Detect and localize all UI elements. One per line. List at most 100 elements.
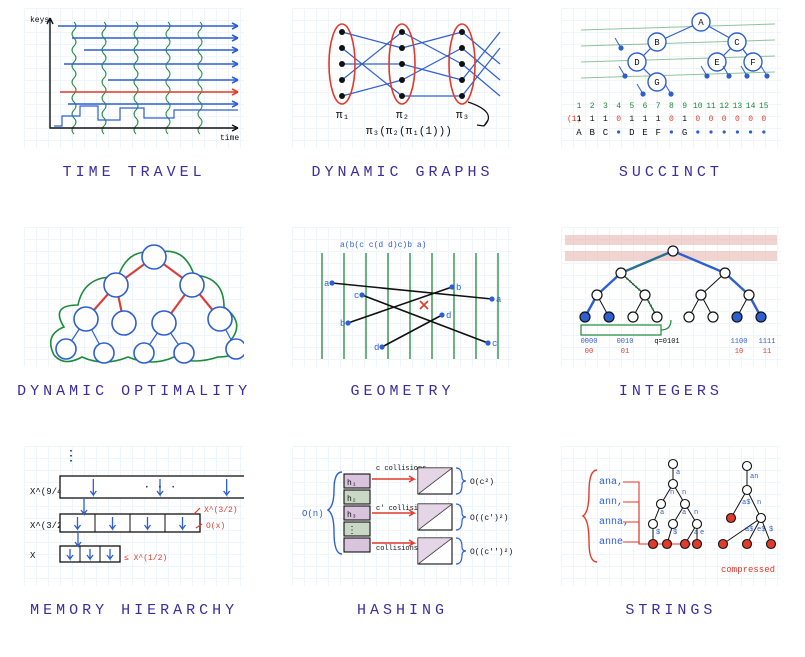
svg-text:0: 0 bbox=[616, 115, 621, 124]
svg-text:1111: 1111 bbox=[758, 338, 775, 346]
svg-text:ana,: ana, bbox=[599, 477, 623, 488]
svg-text:2: 2 bbox=[590, 102, 595, 111]
svg-text:h₂: h₂ bbox=[347, 495, 357, 504]
svg-text:13: 13 bbox=[732, 102, 742, 111]
topic-hashing[interactable]: O(n) h₁h₂h₃⋮ c collisionsc' collisionsco… bbox=[268, 438, 536, 657]
sketch-dynamic-graphs: π₁π₂π₃ π₃(π₂(π₁(1))) bbox=[292, 8, 512, 148]
svg-text:1: 1 bbox=[642, 115, 647, 124]
svg-text:n: n bbox=[682, 489, 686, 497]
svg-text:9: 9 bbox=[682, 102, 687, 111]
svg-text:O((c'')²): O((c'')²) bbox=[470, 548, 512, 557]
svg-text:$: $ bbox=[673, 529, 677, 537]
svg-text:· · ·: · · · bbox=[144, 482, 177, 494]
topic-label: SUCCINCT bbox=[619, 164, 723, 181]
svg-text:0010: 0010 bbox=[616, 338, 633, 346]
svg-text:1: 1 bbox=[682, 115, 687, 124]
svg-text:14: 14 bbox=[746, 102, 756, 111]
sketch-memory-hierarchy: ⋮ X^(9/4)· · ·X^(3/2)XX^(3/2)O(x)≤ X^(1/… bbox=[24, 446, 244, 586]
svg-text:B: B bbox=[654, 38, 660, 48]
sketch-hashing: O(n) h₁h₂h₃⋮ c collisionsc' collisionsco… bbox=[292, 446, 512, 586]
topic-geometry[interactable]: a(b(c c(d d)c)b a) aabbccdd GEOMETRY bbox=[268, 219, 536, 438]
svg-text:e: e bbox=[700, 529, 704, 537]
svg-text:1: 1 bbox=[603, 115, 608, 124]
svg-text:0: 0 bbox=[735, 115, 740, 124]
sketch-integers: 000000001001q=0101110010111111 bbox=[561, 227, 781, 367]
topic-grid: keys time TIME TRAVEL π₁π₂π₃ π₃(π₂(π₁(1)… bbox=[0, 0, 805, 657]
svg-text:h₃: h₃ bbox=[347, 511, 357, 520]
svg-text:10: 10 bbox=[693, 102, 703, 111]
topic-label: DYNAMIC OPTIMALITY bbox=[17, 383, 251, 400]
svg-text:0: 0 bbox=[761, 115, 766, 124]
svg-text:1: 1 bbox=[590, 115, 595, 124]
svg-text:an: an bbox=[750, 473, 758, 481]
svg-text:b: b bbox=[456, 283, 461, 293]
svg-text:n: n bbox=[670, 489, 674, 497]
axis-label-x: time bbox=[220, 134, 239, 143]
svg-text:≤ X^(1/2): ≤ X^(1/2) bbox=[124, 554, 167, 563]
topic-label: HASHING bbox=[357, 602, 448, 619]
svg-text:X^(3/2): X^(3/2) bbox=[204, 506, 238, 515]
axis-label-y: keys bbox=[30, 16, 49, 25]
topic-succinct[interactable]: ABCDEFG (1)12345678910111213141511101110… bbox=[537, 0, 805, 219]
svg-text:B: B bbox=[589, 128, 595, 138]
svg-text:a$: a$ bbox=[742, 499, 750, 507]
svg-text:15: 15 bbox=[759, 102, 769, 111]
svg-text:4: 4 bbox=[616, 102, 621, 111]
topic-label: MEMORY HIERARCHY bbox=[30, 602, 238, 619]
topic-label: STRINGS bbox=[625, 602, 716, 619]
svg-text:1100: 1100 bbox=[730, 338, 747, 346]
svg-text:00: 00 bbox=[585, 348, 593, 356]
compressed-label: compressed bbox=[721, 565, 775, 575]
svg-text:⋮: ⋮ bbox=[64, 449, 78, 465]
topic-label: GEOMETRY bbox=[350, 383, 454, 400]
topic-time-travel[interactable]: keys time TIME TRAVEL bbox=[0, 0, 268, 219]
sketch-time-travel: keys time bbox=[24, 8, 244, 148]
svg-text:O((c')²): O((c')²) bbox=[470, 514, 508, 523]
svg-text:anne: anne bbox=[599, 537, 623, 548]
sketch-dynamic-optimality bbox=[24, 227, 244, 367]
svg-text:d: d bbox=[374, 343, 379, 353]
svg-text:8: 8 bbox=[669, 102, 674, 111]
svg-text:c: c bbox=[492, 339, 497, 349]
svg-text:D: D bbox=[629, 128, 634, 138]
svg-text:1: 1 bbox=[576, 115, 581, 124]
svg-text:X: X bbox=[30, 551, 36, 561]
svg-text:F: F bbox=[750, 58, 755, 68]
topic-label: TIME TRAVEL bbox=[63, 164, 206, 181]
svg-text:A: A bbox=[576, 128, 582, 138]
svg-text:11: 11 bbox=[763, 348, 771, 356]
svg-text:π₁: π₁ bbox=[336, 110, 349, 122]
svg-text:a: a bbox=[660, 509, 664, 517]
svg-text:12: 12 bbox=[719, 102, 729, 111]
topic-label: INTEGERS bbox=[619, 383, 723, 400]
svg-text:C: C bbox=[734, 38, 740, 48]
svg-text:A: A bbox=[698, 18, 704, 28]
svg-text:7: 7 bbox=[656, 102, 661, 111]
topic-dynamic-graphs[interactable]: π₁π₂π₃ π₃(π₂(π₁(1))) DYNAMIC GRAPHS bbox=[268, 0, 536, 219]
svg-text:$: $ bbox=[656, 529, 660, 537]
topic-memory-hierarchy[interactable]: ⋮ X^(9/4)· · ·X^(3/2)XX^(3/2)O(x)≤ X^(1/… bbox=[0, 438, 268, 657]
topic-strings[interactable]: ana,ann,anna,anne annaan$$ae ana$na$e$$ … bbox=[537, 438, 805, 657]
svg-text:0: 0 bbox=[722, 115, 727, 124]
topic-dynamic-optimality[interactable]: DYNAMIC OPTIMALITY bbox=[0, 219, 268, 438]
svg-text:n: n bbox=[757, 499, 761, 507]
svg-text:F: F bbox=[655, 128, 660, 138]
svg-text:6: 6 bbox=[642, 102, 647, 111]
svg-text:5: 5 bbox=[629, 102, 634, 111]
svg-text:11: 11 bbox=[706, 102, 716, 111]
svg-text:a: a bbox=[324, 279, 330, 289]
svg-text:D: D bbox=[634, 58, 639, 68]
svg-text:a: a bbox=[496, 295, 502, 305]
svg-text:π₃: π₃ bbox=[456, 110, 469, 122]
svg-text:0: 0 bbox=[748, 115, 753, 124]
svg-text:10: 10 bbox=[735, 348, 743, 356]
svg-text:E: E bbox=[642, 128, 647, 138]
svg-text:O(x): O(x) bbox=[206, 522, 225, 531]
topic-label: DYNAMIC GRAPHS bbox=[311, 164, 493, 181]
topic-integers[interactable]: 000000001001q=0101110010111111 INTEGERS bbox=[537, 219, 805, 438]
svg-text:0: 0 bbox=[695, 115, 700, 124]
svg-text:G: G bbox=[682, 128, 687, 138]
top-labels: a(b(c c(d d)c)b a) bbox=[340, 241, 426, 250]
svg-text:q=0101: q=0101 bbox=[654, 338, 679, 346]
svg-text:π₂: π₂ bbox=[396, 110, 409, 122]
